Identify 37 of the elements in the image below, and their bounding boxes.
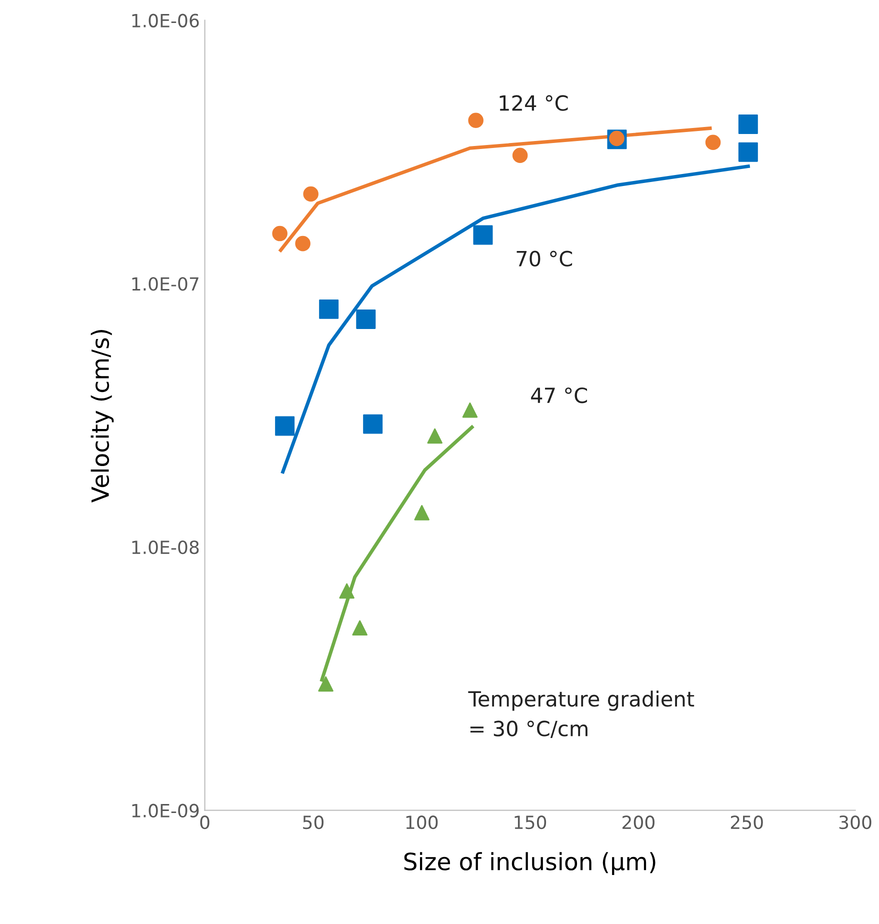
annotation: 70 °C	[516, 250, 572, 267]
point	[272, 226, 288, 242]
y-tick-label: 1.0E-09	[132, 804, 199, 818]
point	[295, 236, 310, 252]
x-tick-label: 100	[406, 816, 438, 830]
point	[318, 676, 334, 692]
line-series	[278, 126, 712, 252]
annotation: 124 °C	[500, 95, 568, 111]
x-tick-label: 300	[839, 816, 872, 830]
point	[352, 620, 368, 636]
x-axis-title: Size of inclusion (μm)	[404, 852, 656, 875]
y-tick-label: 1.0E-06	[132, 14, 199, 28]
point	[356, 309, 376, 329]
point	[275, 416, 295, 436]
point	[512, 148, 528, 164]
x-tick-label: 200	[622, 816, 654, 830]
point	[468, 112, 484, 128]
x-tick-label: 50	[303, 816, 324, 830]
annotation: 47 °C	[531, 387, 588, 404]
point	[473, 225, 493, 245]
x-tick-label: 150	[514, 816, 546, 830]
point	[427, 428, 442, 444]
x-tick-label: 250	[730, 816, 763, 830]
y-tick-label: 1.0E-07	[132, 277, 198, 291]
point	[738, 114, 758, 134]
point	[462, 402, 478, 418]
point	[303, 186, 318, 202]
point	[705, 134, 721, 150]
point	[414, 505, 430, 520]
point	[738, 142, 758, 162]
point	[363, 414, 383, 434]
x-tick-label: 0	[200, 816, 210, 830]
y-axis-title: Velocity (cm/s)	[90, 330, 114, 503]
annotation: Temperature gradient = 30 °C/cm	[468, 690, 694, 738]
y-tick-label: 1.0E-08	[132, 540, 199, 554]
point	[319, 299, 339, 319]
point	[339, 583, 354, 599]
